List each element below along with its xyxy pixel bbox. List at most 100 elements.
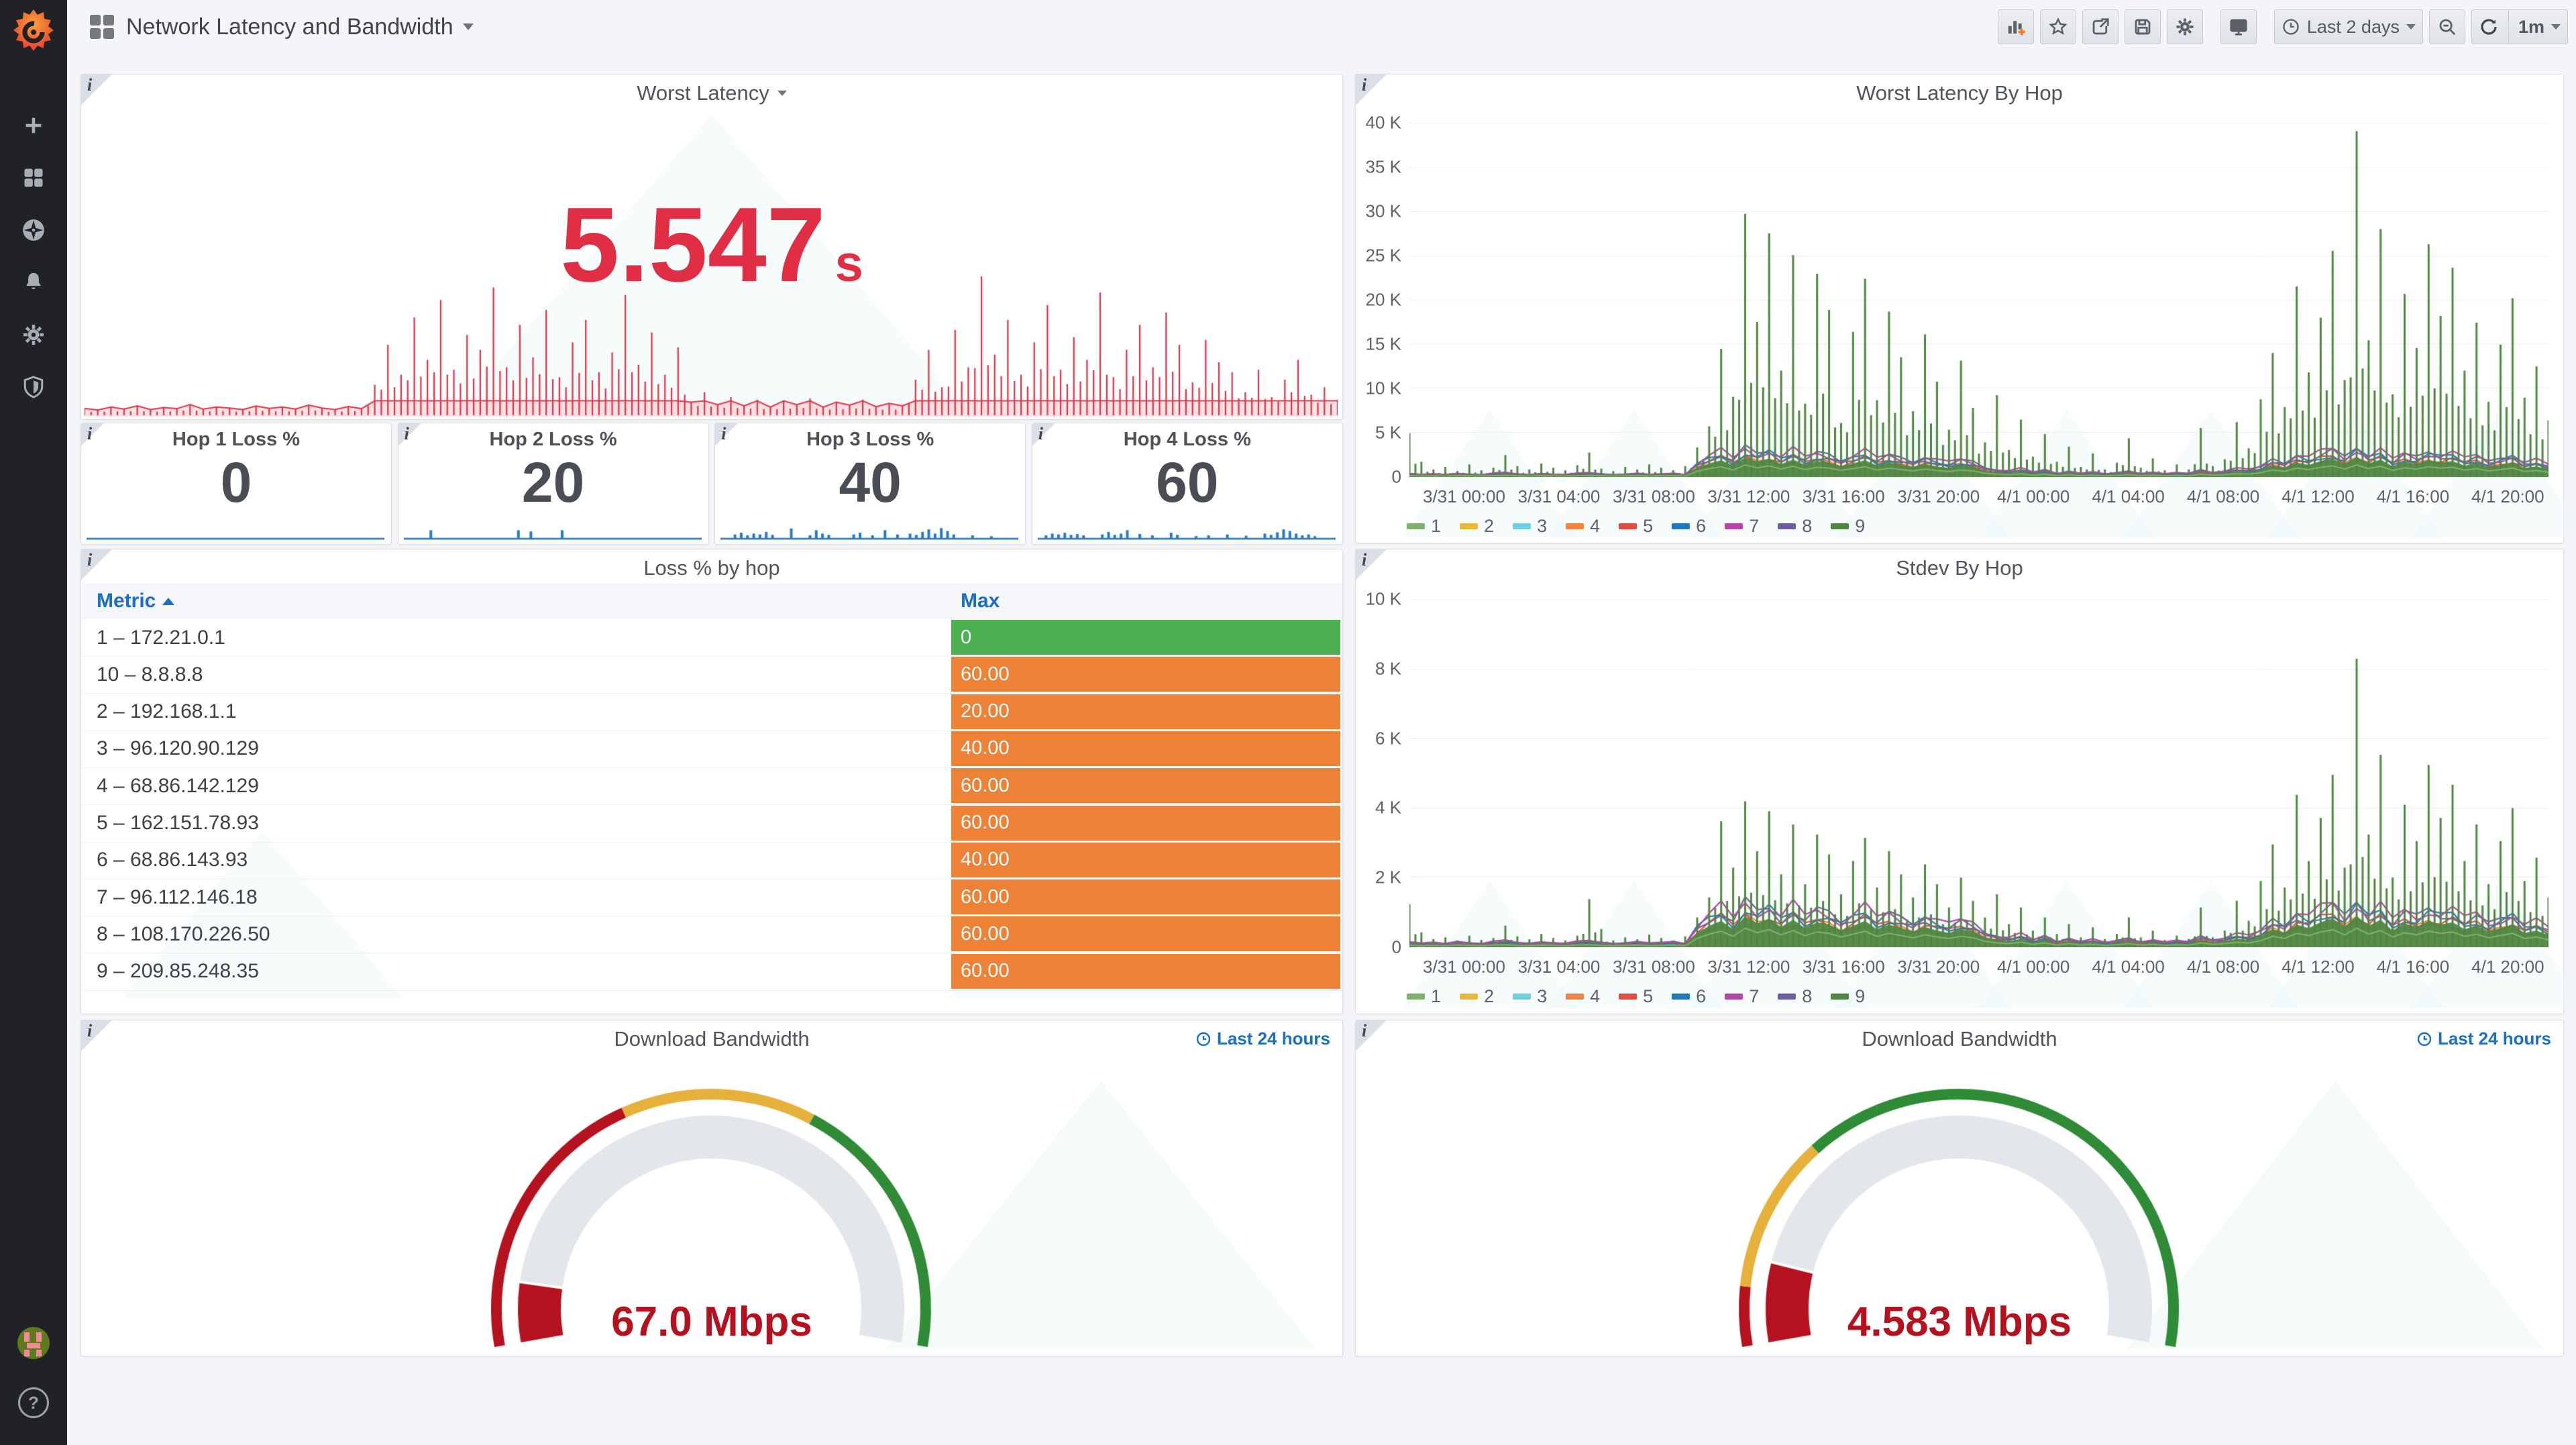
zoom-out-button[interactable] xyxy=(2428,9,2465,44)
table-row[interactable]: 2 – 192.168.1.1 20.00 xyxy=(82,694,1342,731)
stat-title[interactable]: Hop 4 Loss % xyxy=(1123,429,1251,450)
explore-compass-icon[interactable] xyxy=(21,217,46,243)
panel-info-icon[interactable]: i xyxy=(81,1020,112,1051)
legend-item-1[interactable]: 1 xyxy=(1407,516,1441,537)
legend-label: 6 xyxy=(1696,516,1707,536)
dashboard-title: Network Latency and Bandwidth xyxy=(126,13,453,40)
y-axis-tick-label: 0 xyxy=(1391,466,1401,487)
table-cell-metric: 3 – 96.120.90.129 xyxy=(97,737,259,760)
star-button[interactable] xyxy=(2039,9,2076,44)
stdev-by-hop-chart[interactable] xyxy=(1409,599,2548,947)
server-admin-shield-icon[interactable] xyxy=(21,374,46,400)
legend-item-6[interactable]: 6 xyxy=(1672,986,1706,1007)
panel-info-icon[interactable]: i xyxy=(715,423,739,446)
alerting-bell-icon[interactable] xyxy=(21,270,46,295)
table-row[interactable]: 3 – 96.120.90.129 40.00 xyxy=(82,731,1342,768)
table-cell-max-bar: 20.00 xyxy=(951,694,1340,729)
table-row[interactable]: 10 – 8.8.8.8 60.00 xyxy=(82,656,1342,694)
panel-title-stdev-by-hop[interactable]: Stdev By Hop xyxy=(1896,556,2023,580)
table-row[interactable]: 6 – 68.86.143.93 40.00 xyxy=(82,842,1342,879)
legend-label: 3 xyxy=(1537,986,1548,1006)
add-panel-button[interactable] xyxy=(1997,9,2034,44)
legend-item-4[interactable]: 4 xyxy=(1566,516,1600,537)
legend-color-swatch xyxy=(1513,523,1532,529)
table-row[interactable]: 8 – 108.170.226.50 60.00 xyxy=(82,916,1342,954)
stat-title[interactable]: Hop 1 Loss % xyxy=(172,429,301,450)
dashboards-grid-icon[interactable] xyxy=(21,165,46,191)
table-row[interactable]: 7 – 96.112.146.18 60.00 xyxy=(82,879,1342,917)
stat-title[interactable]: Hop 3 Loss % xyxy=(806,429,934,450)
legend-item-7[interactable]: 7 xyxy=(1725,516,1759,537)
panel-info-icon[interactable]: i xyxy=(1356,74,1387,105)
stat-title[interactable]: Hop 2 Loss % xyxy=(489,429,617,450)
x-axis-tick-label: 3/31 04:00 xyxy=(1517,957,1601,977)
panel-info-icon[interactable]: i xyxy=(81,549,112,580)
panel-title-download-bandwidth[interactable]: Download Bandwidth xyxy=(614,1027,810,1051)
legend-item-1[interactable]: 1 xyxy=(1407,986,1441,1007)
legend-item-7[interactable]: 7 xyxy=(1725,986,1759,1007)
legend-item-5[interactable]: 5 xyxy=(1619,516,1653,537)
y-axis-tick-label: 35 K xyxy=(1365,156,1402,177)
panel-time-override-link[interactable]: Last 24 hours xyxy=(2416,1028,2551,1049)
legend-label: 9 xyxy=(1855,986,1866,1006)
table-row[interactable]: 4 – 68.86.142.129 60.00 xyxy=(82,767,1342,806)
refresh-picker[interactable]: 1m xyxy=(2471,9,2568,44)
legend-item-4[interactable]: 4 xyxy=(1566,986,1600,1007)
panel-title-download-bandwidth[interactable]: Download Bandwidth xyxy=(1862,1027,2057,1051)
legend-label: 4 xyxy=(1590,986,1601,1006)
table-row[interactable]: 9 – 209.85.248.35 60.00 xyxy=(82,953,1342,991)
panel-info-icon[interactable]: i xyxy=(1032,423,1055,446)
gauge-value: 4.583 Mbps xyxy=(1847,1299,2072,1345)
legend-item-2[interactable]: 2 xyxy=(1460,986,1494,1007)
panel-info-icon[interactable]: i xyxy=(1356,549,1387,580)
share-button[interactable] xyxy=(2082,9,2118,44)
legend-label: 5 xyxy=(1643,516,1654,536)
x-axis-tick-label: 3/31 16:00 xyxy=(1802,486,1885,506)
cycle-view-button[interactable] xyxy=(2220,9,2257,44)
dashboard-title-dropdown[interactable]: Network Latency and Bandwidth xyxy=(126,14,474,40)
table-cell-metric: 9 – 209.85.248.35 xyxy=(97,960,259,983)
legend-item-6[interactable]: 6 xyxy=(1672,516,1706,537)
legend-item-5[interactable]: 5 xyxy=(1619,986,1653,1007)
panel-time-override-link[interactable]: Last 24 hours xyxy=(1195,1028,1330,1049)
table-row[interactable]: 1 – 172.21.0.1 0 xyxy=(82,619,1342,657)
legend-item-8[interactable]: 8 xyxy=(1778,516,1812,537)
legend-item-2[interactable]: 2 xyxy=(1460,516,1494,537)
panel-download-bandwidth-right: i Download Bandwidth Last 24 hours 4.583… xyxy=(1355,1020,2564,1356)
y-axis-tick-label: 10 K xyxy=(1365,378,1402,398)
panel-worst-latency: i Worst Latency 5.547 s xyxy=(80,74,1343,420)
user-avatar[interactable] xyxy=(17,1327,50,1359)
worst-latency-by-hop-chart[interactable] xyxy=(1409,123,2548,477)
panel-info-icon[interactable]: i xyxy=(1356,1020,1387,1051)
panel-title-worst-latency[interactable]: Worst Latency xyxy=(81,81,1342,105)
download-bandwidth-gauge xyxy=(81,1046,1341,1354)
table-header-max[interactable]: Max xyxy=(961,590,1000,612)
legend-item-9[interactable]: 9 xyxy=(1831,986,1865,1007)
stat-sparkline xyxy=(403,512,702,540)
save-button[interactable] xyxy=(2124,9,2161,44)
legend-label: 2 xyxy=(1484,516,1495,536)
panel-title-loss-by-hop[interactable]: Loss % by hop xyxy=(643,556,780,580)
plus-icon[interactable] xyxy=(21,113,46,138)
legend-label: 8 xyxy=(1802,986,1813,1006)
panel-info-icon[interactable]: i xyxy=(398,423,421,446)
grafana-logo[interactable] xyxy=(9,7,58,55)
settings-button[interactable] xyxy=(2166,9,2203,44)
panel-stdev-by-hop: i Stdev By Hop 10 K 8 K 6 K 4 K 2 K 0 3/31 00:… xyxy=(1355,549,2576,1014)
table-cell-max-bar: 60.00 xyxy=(951,657,1340,692)
panel-info-icon[interactable]: i xyxy=(81,423,104,446)
legend-item-3[interactable]: 3 xyxy=(1513,986,1547,1007)
configuration-gear-icon[interactable] xyxy=(21,322,46,347)
help-icon[interactable]: ? xyxy=(18,1387,49,1418)
x-axis-tick-label: 4/1 00:00 xyxy=(1996,957,2070,977)
legend-item-9[interactable]: 9 xyxy=(1831,516,1865,537)
table-cell-max-bar: 40.00 xyxy=(951,731,1340,766)
legend-item-3[interactable]: 3 xyxy=(1513,516,1547,537)
time-range-picker[interactable]: Last 2 days xyxy=(2273,9,2423,44)
table-header-metric[interactable]: Metric xyxy=(97,583,175,619)
panel-info-icon[interactable]: i xyxy=(81,74,112,105)
table-row[interactable]: 5 – 162.151.78.93 60.00 xyxy=(82,805,1342,843)
legend-item-8[interactable]: 8 xyxy=(1778,986,1812,1007)
panel-title-worst-latency-by-hop[interactable]: Worst Latency By Hop xyxy=(1856,81,2063,105)
